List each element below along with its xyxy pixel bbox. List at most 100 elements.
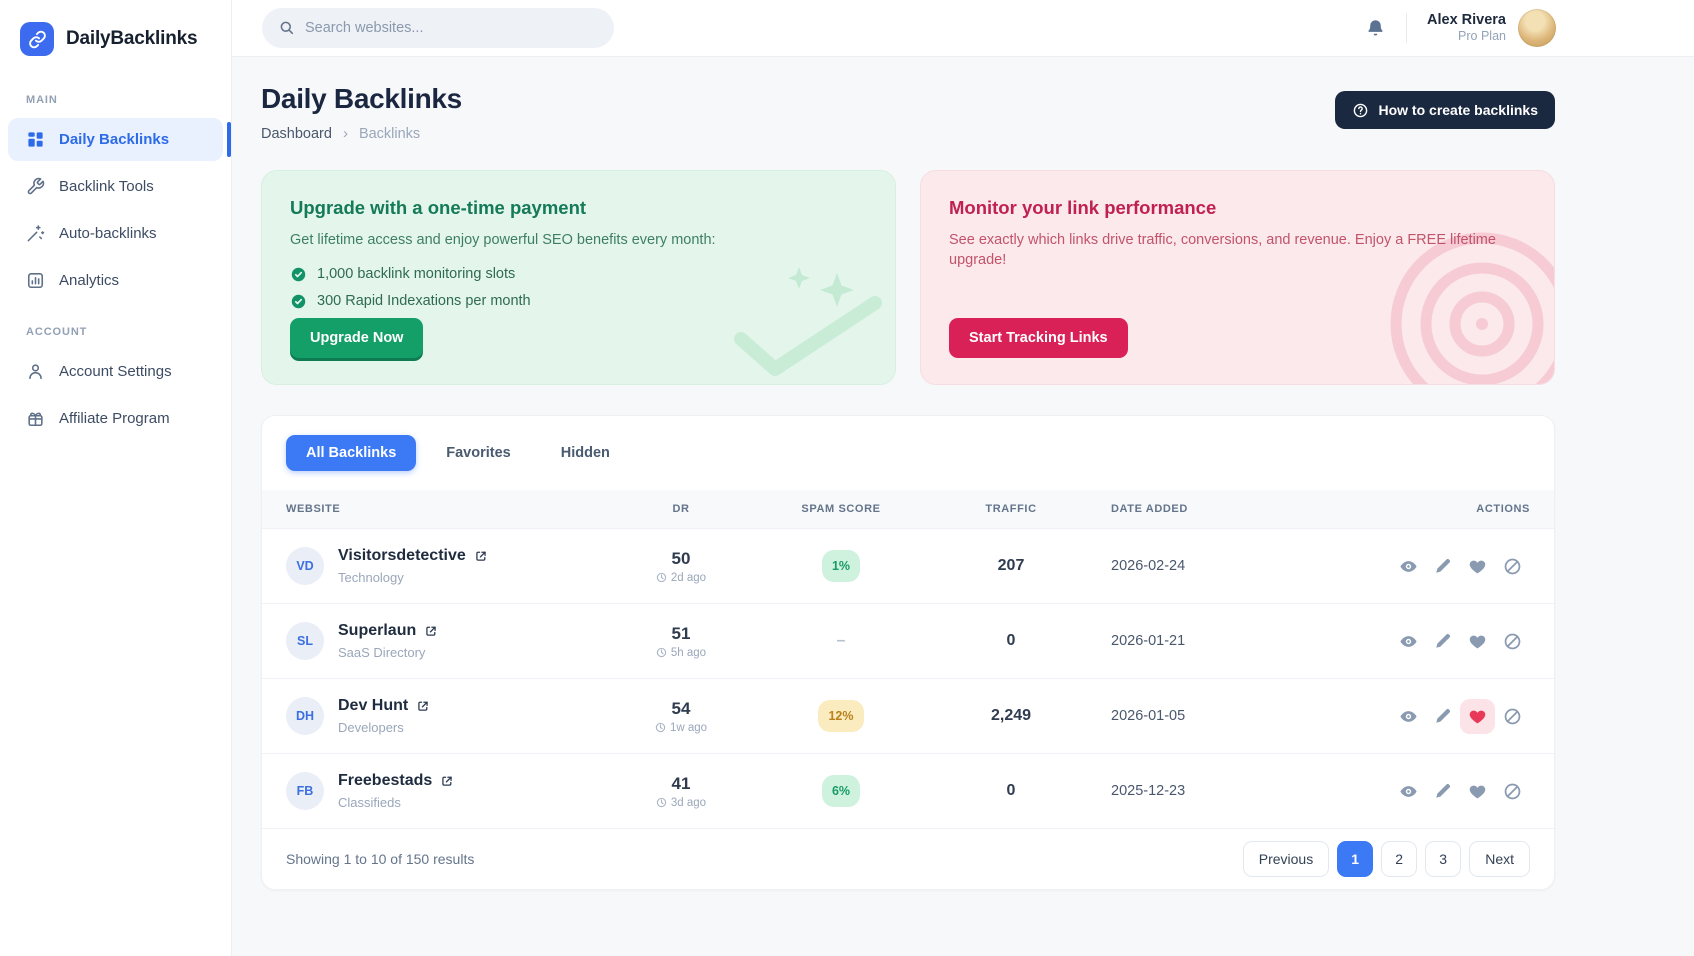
start-tracking-links-button[interactable]: Start Tracking Links: [949, 318, 1128, 358]
block-icon: [1503, 632, 1522, 651]
benefit-item: 300 Rapid Indexations per month: [290, 293, 531, 310]
search-icon: [278, 19, 295, 37]
topbar: Alex Rivera Pro Plan: [232, 0, 1694, 57]
date-added: 2026-01-21: [1111, 633, 1186, 649]
backlinks-table-card: All Backlinks Favorites Hidden WEBSITE D…: [261, 415, 1555, 890]
website-name: Freebestads: [338, 772, 433, 789]
website-link[interactable]: Freebestads: [338, 772, 454, 790]
block-icon: [1503, 707, 1522, 726]
dr-value: 50: [671, 548, 691, 568]
site-initials-avatar: VD: [286, 547, 324, 585]
site-initials-avatar: SL: [286, 622, 324, 660]
sidebar-item-affiliate-program[interactable]: Affiliate Program: [8, 397, 223, 440]
sparkles-decoration-icon: [733, 267, 883, 382]
sidebar-item-backlink-tools[interactable]: Backlink Tools: [8, 165, 223, 208]
eye-icon: [1399, 782, 1418, 801]
page-button-1[interactable]: 1: [1337, 841, 1374, 877]
block-action-button[interactable]: [1495, 624, 1530, 659]
tab-hidden[interactable]: Hidden: [541, 435, 630, 471]
view-action-button[interactable]: [1391, 624, 1426, 659]
next-page-button[interactable]: Next: [1469, 841, 1530, 877]
website-link[interactable]: Dev Hunt: [338, 697, 430, 715]
external-link-icon: [474, 547, 488, 565]
block-icon: [1503, 782, 1522, 801]
spam-score-badge: 1%: [821, 550, 861, 582]
sidebar-item-analytics[interactable]: Analytics: [8, 259, 223, 302]
block-action-button[interactable]: [1495, 549, 1530, 584]
clock-icon: [656, 572, 667, 584]
breadcrumb-backlinks: Backlinks: [358, 125, 421, 142]
main-area: Alex Rivera Pro Plan Daily Backlinks Das…: [232, 0, 1694, 956]
sidebar-item-daily-backlinks[interactable]: Daily Backlinks: [8, 118, 231, 161]
column-header-dr: DR: [672, 503, 690, 515]
website-name: Visitorsdetective: [338, 547, 466, 564]
website-link[interactable]: Superlaun: [338, 622, 438, 640]
user-menu[interactable]: Alex Rivera Pro Plan: [1427, 11, 1506, 45]
user-name: Alex Rivera: [1427, 12, 1506, 29]
spam-score-badge: 6%: [821, 775, 861, 807]
sidebar-item-label: Auto-backlinks: [59, 225, 157, 242]
sidebar-section-main: MAIN: [26, 94, 58, 106]
date-added: 2026-01-05: [1111, 708, 1186, 724]
benefit-text: 300 Rapid Indexations per month: [317, 293, 531, 310]
edit-action-button[interactable]: [1426, 774, 1460, 808]
column-header-spam-score: SPAM SCORE: [801, 503, 881, 515]
table-row: VD Visitorsdetective Technology 50 2d ag…: [262, 528, 1554, 603]
column-header-traffic: TRAFFIC: [985, 503, 1037, 515]
tab-favorites[interactable]: Favorites: [426, 435, 530, 471]
external-link-icon: [424, 622, 438, 640]
spam-score-badge: 12%: [818, 700, 864, 732]
edit-action-button[interactable]: [1426, 624, 1460, 658]
heart-icon: [1468, 557, 1487, 576]
upgrade-promo-card: Upgrade with a one-time payment Get life…: [261, 170, 896, 385]
table-row: FB Freebestads Classifieds 41 3d ago: [262, 753, 1554, 828]
pencil-icon: [1434, 632, 1452, 650]
dr-value: 41: [671, 773, 691, 793]
column-header-website: WEBSITE: [286, 503, 341, 515]
eye-icon: [1399, 632, 1418, 651]
breadcrumb: Dashboard › Backlinks: [261, 125, 462, 142]
pencil-icon: [1434, 707, 1452, 725]
page-button-2[interactable]: 2: [1381, 841, 1418, 877]
gift-icon: [26, 409, 45, 428]
edit-action-button[interactable]: [1426, 549, 1460, 583]
search-input[interactable]: [305, 20, 598, 36]
upgrade-now-button[interactable]: Upgrade Now: [290, 318, 424, 358]
benefit-text: 1,000 backlink monitoring slots: [317, 266, 516, 283]
clock-icon: [656, 797, 667, 809]
block-action-button[interactable]: [1495, 774, 1530, 809]
website-category: Technology: [338, 570, 404, 585]
heart-icon: [1468, 632, 1487, 651]
table-footer: Showing 1 to 10 of 150 results Previous …: [262, 828, 1554, 889]
block-action-button[interactable]: [1495, 699, 1530, 734]
favorite-action-button-active[interactable]: [1460, 698, 1495, 734]
avatar[interactable]: [1518, 9, 1556, 47]
favorite-action-button[interactable]: [1460, 774, 1495, 809]
previous-page-button[interactable]: Previous: [1242, 841, 1330, 877]
date-added: 2026-02-24: [1111, 558, 1186, 574]
sidebar-item-auto-backlinks[interactable]: Auto-backlinks: [8, 212, 223, 255]
check-circle-icon: [290, 266, 307, 283]
tracking-promo-subtitle: See exactly which links drive traffic, c…: [949, 232, 1496, 268]
favorite-action-button[interactable]: [1460, 549, 1495, 584]
app-name: DailyBacklinks: [66, 28, 198, 49]
search-bar[interactable]: [262, 8, 614, 48]
website-link[interactable]: Visitorsdetective: [338, 547, 488, 565]
page-button-3[interactable]: 3: [1425, 841, 1462, 877]
view-action-button[interactable]: [1391, 774, 1426, 809]
dr-checked-ago: 3d ago: [670, 796, 707, 809]
view-action-button[interactable]: [1391, 699, 1426, 734]
eye-icon: [1399, 707, 1418, 726]
help-button-label: How to create backlinks: [1378, 102, 1538, 118]
tab-all-backlinks[interactable]: All Backlinks: [286, 435, 417, 471]
sidebar-item-account-settings[interactable]: Account Settings: [8, 350, 223, 393]
notifications-button[interactable]: [1365, 18, 1386, 39]
tools-icon: [26, 177, 45, 196]
view-action-button[interactable]: [1391, 549, 1426, 584]
website-category: Classifieds: [338, 795, 401, 810]
traffic-value: 0: [1006, 782, 1016, 799]
favorite-action-button[interactable]: [1460, 624, 1495, 659]
how-to-create-backlinks-button[interactable]: How to create backlinks: [1335, 91, 1555, 129]
breadcrumb-dashboard[interactable]: Dashboard: [261, 125, 332, 142]
edit-action-button[interactable]: [1426, 699, 1460, 733]
